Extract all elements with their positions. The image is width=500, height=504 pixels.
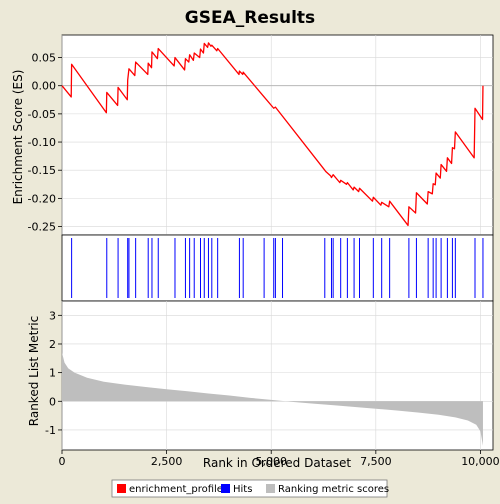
x-tick-label: 10,000 [461, 455, 500, 468]
legend-swatch-hits [221, 484, 230, 493]
legend-label-ranking: Ranking metric scores [278, 484, 389, 495]
chart-title: GSEA_Results [185, 8, 315, 28]
ranking-y-axis-label: Ranked List Metric [27, 316, 41, 426]
enrichment-plot-area [61, 34, 494, 236]
legend-label-hits: Hits [233, 484, 252, 495]
hits-plot-area [61, 234, 494, 302]
enrichment-y-tick-label: -0.05 [28, 108, 56, 121]
ranking-y-tick-label: 3 [49, 309, 56, 322]
ranking-panel: 3 2 1 0 -1 Ranked List Metric [27, 300, 494, 451]
legend-swatch-enrichment [117, 484, 126, 493]
enrichment-y-tick-label: -0.10 [28, 136, 56, 149]
ranking-metric-area [62, 352, 483, 446]
enrichment-y-ticks: 0.05 0.00 -0.05 -0.10 -0.15 -0.20 -0.25 [28, 52, 62, 234]
ranking-y-tick-label: -1 [45, 424, 56, 437]
x-tick-label: 5,000 [255, 455, 287, 468]
x-tick-label: 0 [59, 455, 66, 468]
enrichment-y-tick-label: -0.20 [28, 192, 56, 205]
enrichment-panel: 0.05 0.00 -0.05 -0.10 -0.15 -0.20 -0.25 Enrich… [11, 34, 494, 236]
ranking-y-tick-label: 0 [49, 395, 56, 408]
legend-swatch-ranking [266, 484, 275, 493]
legend: enrichment_profile Hits Ranking metric s… [111, 479, 389, 498]
enrichment-profile-line [61, 42, 484, 227]
x-axis-ticks: 0 2,500 5,000 7,500 10,000 [59, 450, 500, 468]
ranking-y-tick-label: 2 [49, 338, 56, 351]
ranking-plot-area [61, 300, 494, 451]
enrichment-line-group [61, 42, 484, 227]
ranking-area-group [62, 352, 483, 446]
x-tick-label: 7,500 [360, 455, 392, 468]
x-tick-label: 2,500 [151, 455, 183, 468]
x-axis-label: Rank in Ordered Dataset [203, 456, 351, 470]
hits-panel [61, 234, 494, 302]
enrichment-y-axis-label: Enrichment Score (ES) [11, 70, 25, 205]
ranking-y-ticks: 3 2 1 0 -1 [45, 309, 62, 437]
enrichment-y-tick-label: -0.15 [28, 164, 56, 177]
enrichment-y-tick-label: -0.25 [28, 221, 56, 234]
ranking-y-tick-label: 1 [49, 367, 56, 380]
legend-label-enrichment: enrichment_profile [129, 484, 223, 495]
hits-marks [71, 238, 484, 298]
enrichment-y-tick-label: 0.05 [32, 52, 57, 65]
enrichment-y-tick-label: 0.00 [32, 80, 57, 93]
enrichment-gridlines [61, 35, 493, 235]
legend-box [111, 479, 388, 498]
